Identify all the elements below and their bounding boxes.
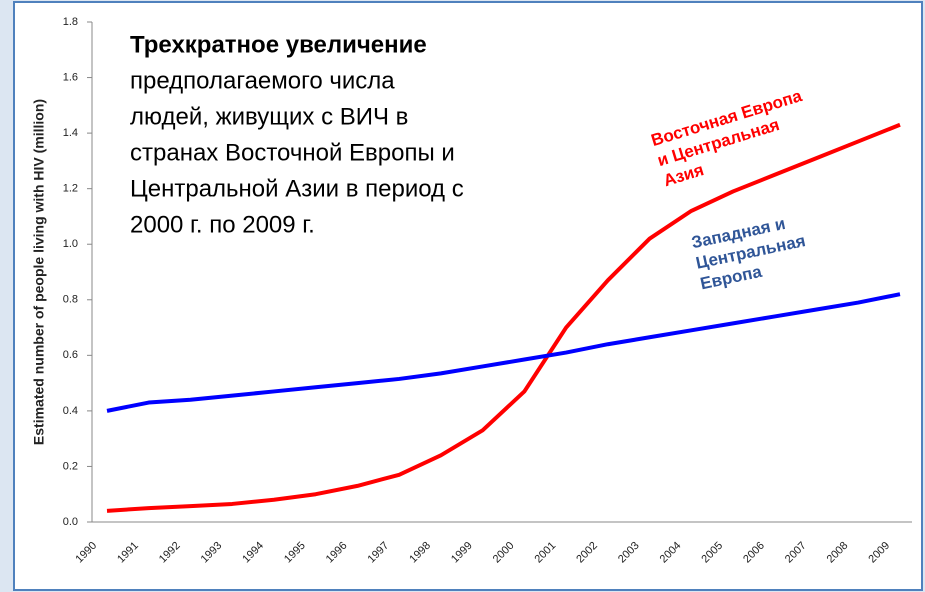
y-tick-label: 1.6 [63, 71, 78, 83]
panel [13, 1, 923, 591]
y-tick-label: 0.4 [63, 405, 78, 417]
y-tick-label: 0.2 [63, 460, 78, 472]
series-line [106, 122, 901, 513]
annotation-line: Центральной Азии в период с [130, 175, 464, 202]
y-tick-label: 1.0 [63, 238, 78, 250]
series-line [106, 292, 901, 413]
y-tick-label: 1.4 [63, 127, 78, 139]
y-tick-label: 0.8 [63, 294, 78, 306]
annotation-title: Трехкратное увеличение [130, 31, 427, 58]
annotation-line: предполагаемого числа [130, 67, 395, 94]
y-tick-label: 0.0 [63, 516, 78, 528]
y-axis-label: Estimated number of people living with H… [31, 99, 47, 445]
y-tick-label: 1.8 [63, 16, 78, 28]
annotation-line: людей, живущих с ВИЧ в [130, 103, 408, 130]
annotation-line: 2000 г. по 2009 г. [130, 211, 315, 238]
y-tick-label: 0.6 [63, 349, 78, 361]
annotation-line: странах Восточной Европы и [130, 139, 455, 166]
y-tick-label: 1.2 [63, 183, 78, 195]
